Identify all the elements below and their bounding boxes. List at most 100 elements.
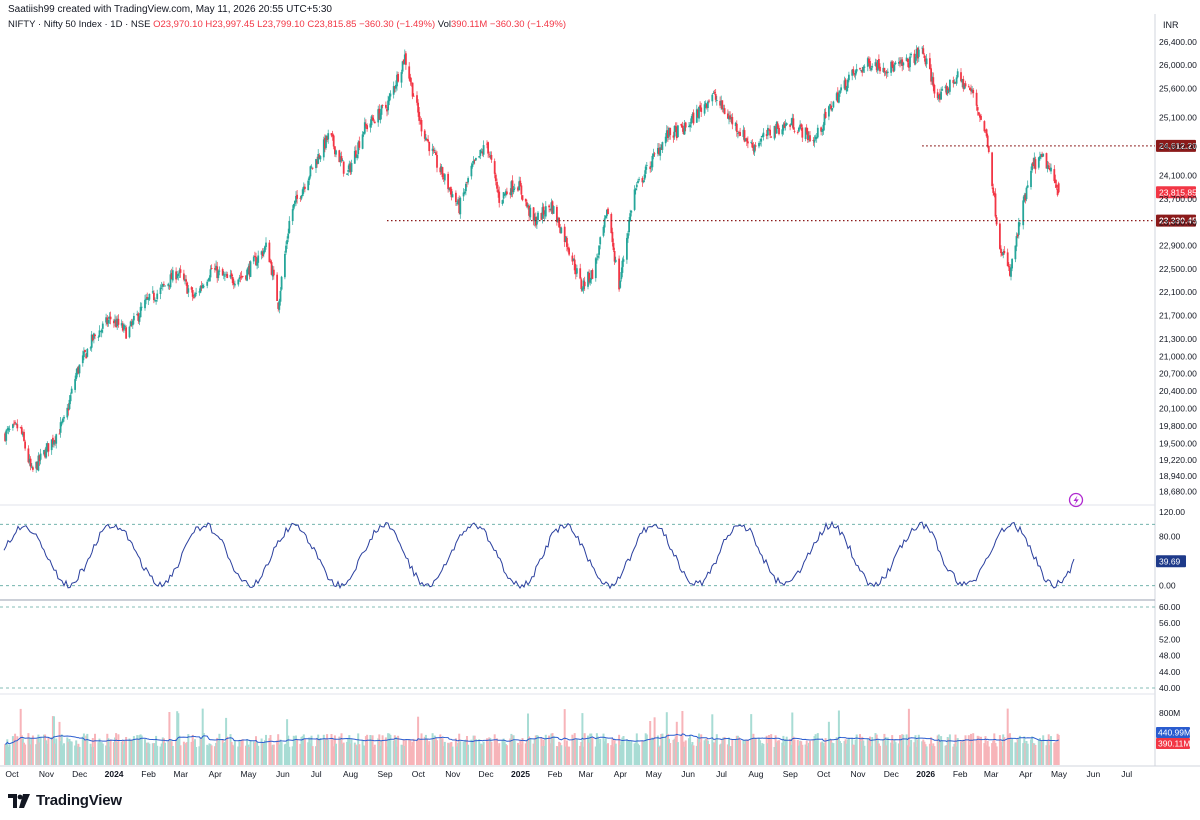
candle-body[interactable] bbox=[108, 316, 111, 319]
candle-body[interactable] bbox=[129, 321, 132, 327]
candle-body[interactable] bbox=[882, 67, 885, 72]
candle-body[interactable] bbox=[829, 104, 831, 107]
candle-body[interactable] bbox=[690, 118, 693, 124]
candle-body[interactable] bbox=[74, 379, 76, 390]
candle-body[interactable] bbox=[497, 189, 499, 193]
candle-body[interactable] bbox=[1030, 170, 1032, 187]
candle-body[interactable] bbox=[456, 203, 458, 205]
candle-body[interactable] bbox=[262, 250, 265, 255]
candle-body[interactable] bbox=[131, 320, 134, 326]
candle-body[interactable] bbox=[400, 72, 403, 83]
candle-body[interactable] bbox=[645, 165, 648, 166]
candle-body[interactable] bbox=[341, 160, 344, 162]
candle-body[interactable] bbox=[299, 197, 302, 199]
candle-body[interactable] bbox=[776, 123, 779, 129]
candle-body[interactable] bbox=[936, 92, 939, 99]
candle-body[interactable] bbox=[573, 259, 576, 271]
candle-body[interactable] bbox=[309, 166, 312, 177]
candle-body[interactable] bbox=[622, 259, 625, 262]
candle-body[interactable] bbox=[1017, 222, 1020, 235]
candle-body[interactable] bbox=[579, 268, 582, 279]
candle-body[interactable] bbox=[44, 451, 46, 458]
candle-body[interactable] bbox=[14, 422, 16, 424]
candle-body[interactable] bbox=[517, 187, 519, 191]
candle-body[interactable] bbox=[672, 135, 675, 138]
candle-body[interactable] bbox=[816, 127, 819, 138]
candle-body[interactable] bbox=[332, 135, 335, 147]
candle-body[interactable] bbox=[962, 79, 965, 89]
candle-body[interactable] bbox=[294, 200, 296, 204]
candle-body[interactable] bbox=[327, 133, 330, 140]
candle-body[interactable] bbox=[459, 197, 462, 215]
candle-body[interactable] bbox=[145, 298, 147, 301]
candle-body[interactable] bbox=[945, 86, 948, 95]
candle-body[interactable] bbox=[59, 422, 62, 433]
candle-body[interactable] bbox=[296, 194, 298, 199]
candle-body[interactable] bbox=[91, 334, 94, 341]
candle-body[interactable] bbox=[731, 117, 734, 125]
candle-body[interactable] bbox=[836, 92, 839, 102]
candle-body[interactable] bbox=[800, 124, 803, 127]
candle-body[interactable] bbox=[791, 117, 794, 125]
chart-canvas[interactable]: 24,612.20 23,330.45 23,815.85 120.00 80.00 4… bbox=[0, 0, 1200, 790]
candle-body[interactable] bbox=[792, 118, 795, 130]
candle-body[interactable] bbox=[767, 127, 769, 136]
candle-body[interactable] bbox=[291, 209, 294, 222]
candle-body[interactable] bbox=[563, 226, 566, 242]
candle-body[interactable] bbox=[379, 113, 382, 120]
candle-body[interactable] bbox=[543, 215, 546, 217]
candle-body[interactable] bbox=[284, 254, 286, 278]
candle-body[interactable] bbox=[854, 70, 857, 76]
candle-body[interactable] bbox=[22, 433, 24, 436]
candle-body[interactable] bbox=[1047, 165, 1050, 167]
candle-body[interactable] bbox=[117, 318, 120, 325]
candle-body[interactable] bbox=[868, 58, 870, 63]
candle-body[interactable] bbox=[930, 68, 932, 82]
candle-body[interactable] bbox=[944, 86, 947, 89]
candle-body[interactable] bbox=[175, 271, 177, 280]
candle-body[interactable] bbox=[448, 188, 451, 190]
candle-body[interactable] bbox=[991, 152, 993, 187]
candle-body[interactable] bbox=[742, 129, 745, 137]
candle-body[interactable] bbox=[388, 96, 391, 102]
candle-body[interactable] bbox=[875, 63, 878, 71]
candle-body[interactable] bbox=[386, 109, 388, 112]
candle-body[interactable] bbox=[612, 242, 615, 251]
candle-body[interactable] bbox=[848, 74, 850, 81]
candle-body[interactable] bbox=[1001, 252, 1003, 256]
candle-body[interactable] bbox=[712, 93, 715, 94]
candle-body[interactable] bbox=[217, 270, 220, 278]
candle-body[interactable] bbox=[587, 272, 589, 287]
candle-body[interactable] bbox=[754, 145, 757, 147]
candle-body[interactable] bbox=[346, 173, 348, 175]
candle-body[interactable] bbox=[178, 270, 181, 274]
candle-body[interactable] bbox=[416, 95, 418, 103]
candle-body[interactable] bbox=[886, 71, 889, 73]
candle-body[interactable] bbox=[1033, 157, 1036, 165]
candle-body[interactable] bbox=[224, 275, 226, 277]
candle-body[interactable] bbox=[473, 159, 476, 161]
candle-body[interactable] bbox=[425, 137, 427, 141]
candle-body[interactable] bbox=[839, 90, 841, 94]
candle-body[interactable] bbox=[24, 441, 26, 449]
candle-body[interactable] bbox=[533, 217, 536, 222]
candle-body[interactable] bbox=[37, 455, 40, 471]
candle-body[interactable] bbox=[798, 127, 800, 132]
candle-body[interactable] bbox=[481, 151, 484, 154]
candle-body[interactable] bbox=[69, 395, 72, 402]
candle-body[interactable] bbox=[688, 125, 690, 128]
candle-body[interactable] bbox=[46, 443, 49, 448]
candle-body[interactable] bbox=[789, 124, 791, 127]
candle-body[interactable] bbox=[714, 93, 717, 100]
candle-body[interactable] bbox=[614, 259, 617, 263]
candle-body[interactable] bbox=[161, 284, 164, 287]
candle-body[interactable] bbox=[447, 173, 449, 190]
candle-body[interactable] bbox=[255, 256, 257, 266]
candle-body[interactable] bbox=[549, 209, 552, 210]
candle-body[interactable] bbox=[722, 108, 725, 110]
candle-body[interactable] bbox=[170, 272, 173, 280]
candle-body[interactable] bbox=[910, 54, 912, 56]
candle-body[interactable] bbox=[846, 79, 849, 88]
candle-body[interactable] bbox=[215, 265, 217, 271]
candle-body[interactable] bbox=[1039, 156, 1041, 159]
